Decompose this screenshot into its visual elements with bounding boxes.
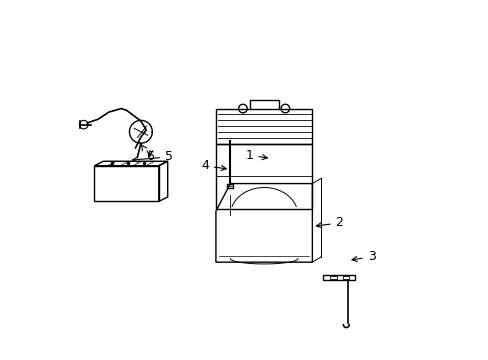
Text: 5: 5 [132,150,173,163]
Text: 6: 6 [141,145,153,163]
Text: 2: 2 [316,216,343,229]
Text: 3: 3 [351,250,375,264]
Text: 1: 1 [245,149,267,162]
Text: 4: 4 [201,159,226,172]
